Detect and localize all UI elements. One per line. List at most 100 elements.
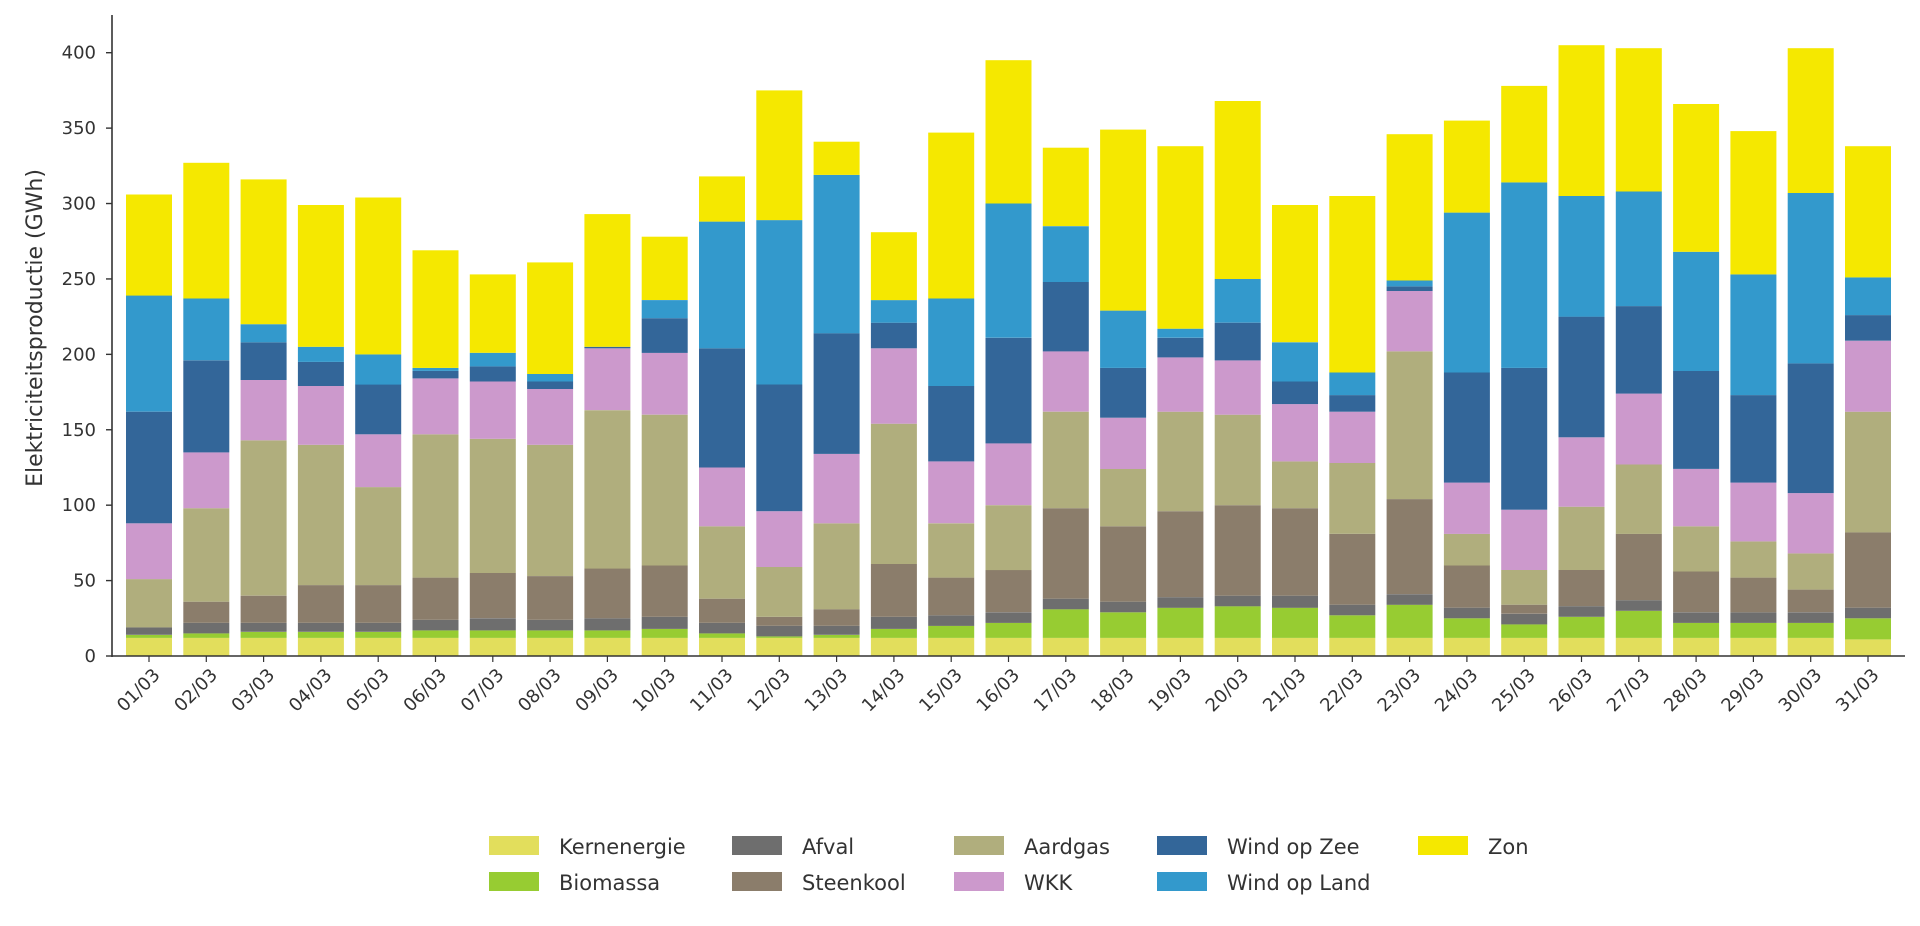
bar-segment-wind-op-land-23 [1386, 280, 1433, 287]
bar-segment-steenkool-20 [1214, 505, 1261, 596]
bar-segment-steenkool-23 [1386, 499, 1433, 595]
bar-segment-steenkool-22 [1329, 533, 1376, 605]
bar-segment-biomassa-9 [584, 630, 631, 638]
x-tick-label: 12/03 [743, 665, 795, 717]
bar-segment-afval-11 [699, 622, 745, 634]
bar-segment-zon-12 [756, 90, 803, 221]
bar-segment-wkk-17 [1042, 351, 1089, 412]
bar-segment-aardgas-13 [813, 523, 860, 610]
bar-segment-wind-op-zee-14 [870, 322, 917, 349]
legend-swatch [1418, 836, 1468, 855]
bar-segment-zon-9 [584, 214, 631, 347]
bar-segment-aardgas-26 [1558, 506, 1605, 570]
bar-segment-biomassa-2 [183, 633, 230, 638]
bar-segment-steenkool-16 [985, 570, 1032, 613]
x-tick-label: 05/03 [342, 665, 394, 717]
bar-segment-wkk-19 [1157, 357, 1204, 412]
bar-segment-wind-op-zee-21 [1272, 381, 1318, 405]
legend-swatch [954, 872, 1004, 891]
legend-swatch [489, 836, 539, 855]
bar-segment-wind-op-land-19 [1157, 328, 1204, 338]
bar-segment-steenkool-19 [1157, 511, 1204, 598]
bar-segment-biomassa-3 [240, 631, 287, 638]
x-tick-label: 03/03 [228, 665, 280, 717]
bar-segment-wind-op-zee-18 [1100, 367, 1147, 418]
bar-segment-kernenergie-20 [1214, 637, 1261, 656]
bar-segment-kernenergie-29 [1730, 637, 1777, 656]
bar-segment-aardgas-17 [1042, 411, 1089, 509]
bar-segment-wind-op-zee-2 [183, 360, 230, 453]
bar-segment-biomassa-7 [469, 630, 516, 638]
x-tick-label: 29/03 [1717, 665, 1769, 717]
bar-segment-kernenergie-22 [1329, 637, 1376, 656]
bar-segment-zon-3 [240, 179, 287, 325]
bar-segment-wind-op-land-24 [1443, 212, 1490, 373]
y-axis-title: Elektriciteitsproductie (GWh) [23, 169, 48, 487]
bar-segment-wind-op-land-14 [870, 300, 917, 323]
y-tick-label: 400 [62, 43, 96, 64]
bar-segment-steenkool-2 [183, 601, 230, 623]
x-tick-label: 02/03 [170, 665, 222, 717]
bar-segment-wind-op-zee-8 [527, 381, 574, 389]
bar-segment-kernenergie-4 [297, 637, 344, 656]
bar-segment-biomassa-11 [699, 633, 745, 638]
bar-segment-wind-op-zee-27 [1615, 306, 1662, 394]
legend-item-zon: Zon [1418, 835, 1529, 859]
bar-segment-biomassa-26 [1558, 616, 1605, 638]
bar-segment-wind-op-land-28 [1673, 251, 1720, 371]
bar-segment-zon-19 [1157, 146, 1204, 329]
bar-segment-afval-26 [1558, 606, 1605, 617]
bar-segment-aardgas-24 [1443, 533, 1490, 566]
bar-segment-steenkool-9 [584, 568, 631, 619]
bar-segment-wind-op-zee-15 [928, 386, 975, 462]
y-tick-label: 250 [62, 269, 96, 290]
x-tick-label: 16/03 [973, 665, 1025, 717]
x-tick-label: 11/03 [686, 665, 738, 717]
bar-segment-aardgas-1 [126, 579, 172, 628]
bar-segment-zon-29 [1730, 131, 1777, 275]
x-tick-label: 09/03 [571, 665, 623, 717]
bar-segment-wkk-13 [813, 453, 860, 524]
bar-segment-biomassa-1 [126, 634, 172, 638]
bar-segment-zon-21 [1272, 205, 1318, 343]
y-tick-labels: 0 50 100 150 200 250 300 350 400 [62, 43, 112, 667]
bar-segment-zon-14 [870, 232, 917, 301]
bar-segment-wind-op-zee-16 [985, 337, 1032, 444]
bar-segment-kernenergie-24 [1443, 637, 1490, 656]
bar-segment-biomassa-12 [756, 636, 803, 638]
bar-segment-aardgas-19 [1157, 411, 1204, 512]
bar-segment-wind-op-land-6 [412, 367, 459, 371]
bar-segment-biomassa-27 [1615, 610, 1662, 638]
bar-segment-wind-op-land-16 [985, 203, 1032, 338]
bar-segment-kernenergie-21 [1272, 637, 1318, 656]
bar-segment-kernenergie-13 [813, 637, 860, 656]
bar-segment-wkk-8 [527, 389, 574, 445]
legend-label: Wind op Zee [1227, 835, 1360, 859]
bar-segment-zon-28 [1673, 104, 1720, 252]
bar-segment-kernenergie-3 [240, 637, 287, 656]
bar-segment-wind-op-land-25 [1501, 182, 1548, 368]
bar-segment-biomassa-25 [1501, 624, 1548, 638]
bar-segment-wind-op-zee-31 [1845, 315, 1891, 341]
bar-segment-zon-16 [985, 60, 1032, 204]
bar-segment-aardgas-16 [985, 505, 1032, 571]
bar-segment-wind-op-land-15 [928, 298, 975, 386]
x-tick-label: 27/03 [1603, 665, 1655, 717]
x-tick-label: 23/03 [1374, 665, 1426, 717]
bar-segment-zon-30 [1787, 48, 1834, 194]
bar-segment-wkk-1 [126, 523, 172, 580]
y-tick-label: 50 [73, 571, 96, 592]
bar-segment-afval-10 [641, 616, 688, 629]
bar-segment-aardgas-15 [928, 523, 975, 578]
bar-segment-afval-16 [985, 612, 1032, 623]
bar-segment-steenkool-27 [1615, 533, 1662, 601]
x-tick-label: 31/03 [1832, 665, 1884, 717]
bar-segment-zon-2 [183, 162, 230, 299]
bar-segment-wkk-31 [1845, 340, 1891, 412]
bar-segment-kernenergie-28 [1673, 637, 1720, 656]
bar-segment-zon-1 [126, 194, 172, 296]
bar-segment-wind-op-land-20 [1214, 278, 1261, 323]
x-tick-label: 26/03 [1546, 665, 1598, 717]
bar-segment-wind-op-zee-25 [1501, 367, 1548, 510]
bar-segment-biomassa-22 [1329, 615, 1376, 638]
